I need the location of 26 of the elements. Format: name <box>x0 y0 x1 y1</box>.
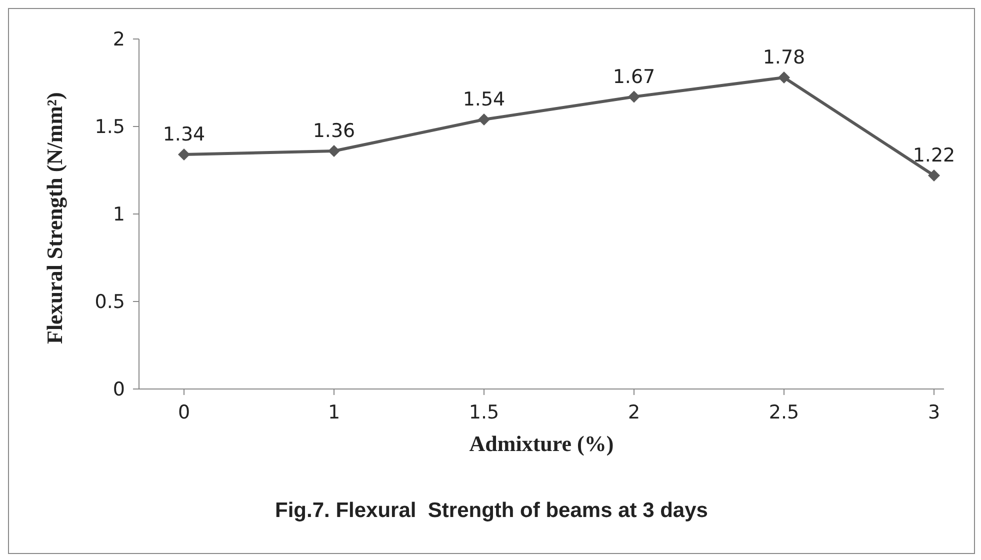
text: Fig.7. Flexural Strength of beams at 3 days <box>274 499 709 523</box>
point <box>928 170 940 182</box>
x-tick-label: 0 <box>178 401 190 424</box>
x-tick-label: 1 <box>328 401 340 424</box>
x-tick-label: 2.5 <box>768 401 800 424</box>
point <box>478 114 490 126</box>
point <box>778 72 790 84</box>
y-tick-label: 2 <box>112 28 125 51</box>
x-tick-label: 3 <box>928 401 940 424</box>
data-label: 1.22 <box>912 144 956 166</box>
data-label: 1.67 <box>612 66 656 88</box>
data-label: 1.36 <box>312 120 356 142</box>
x-axis-title: Admixture (%) <box>469 431 614 456</box>
point <box>178 148 190 160</box>
x-tick-label: 1.5 <box>468 401 500 424</box>
y-tick-label: 1 <box>112 204 125 226</box>
y-tick-label: 0 <box>112 378 125 401</box>
y-tick-label: 0.5 <box>94 291 125 314</box>
y-tick-label: 1.5 <box>94 116 125 138</box>
x-tick-label: 2 <box>628 401 640 424</box>
y-axis-title: Flexural Strength (N/mm²) <box>42 92 67 344</box>
data-label: 1.54 <box>462 88 506 110</box>
point <box>328 145 340 157</box>
point <box>628 90 640 103</box>
data-label: 1.78 <box>762 46 806 68</box>
data-label: 1.34 <box>162 124 206 146</box>
